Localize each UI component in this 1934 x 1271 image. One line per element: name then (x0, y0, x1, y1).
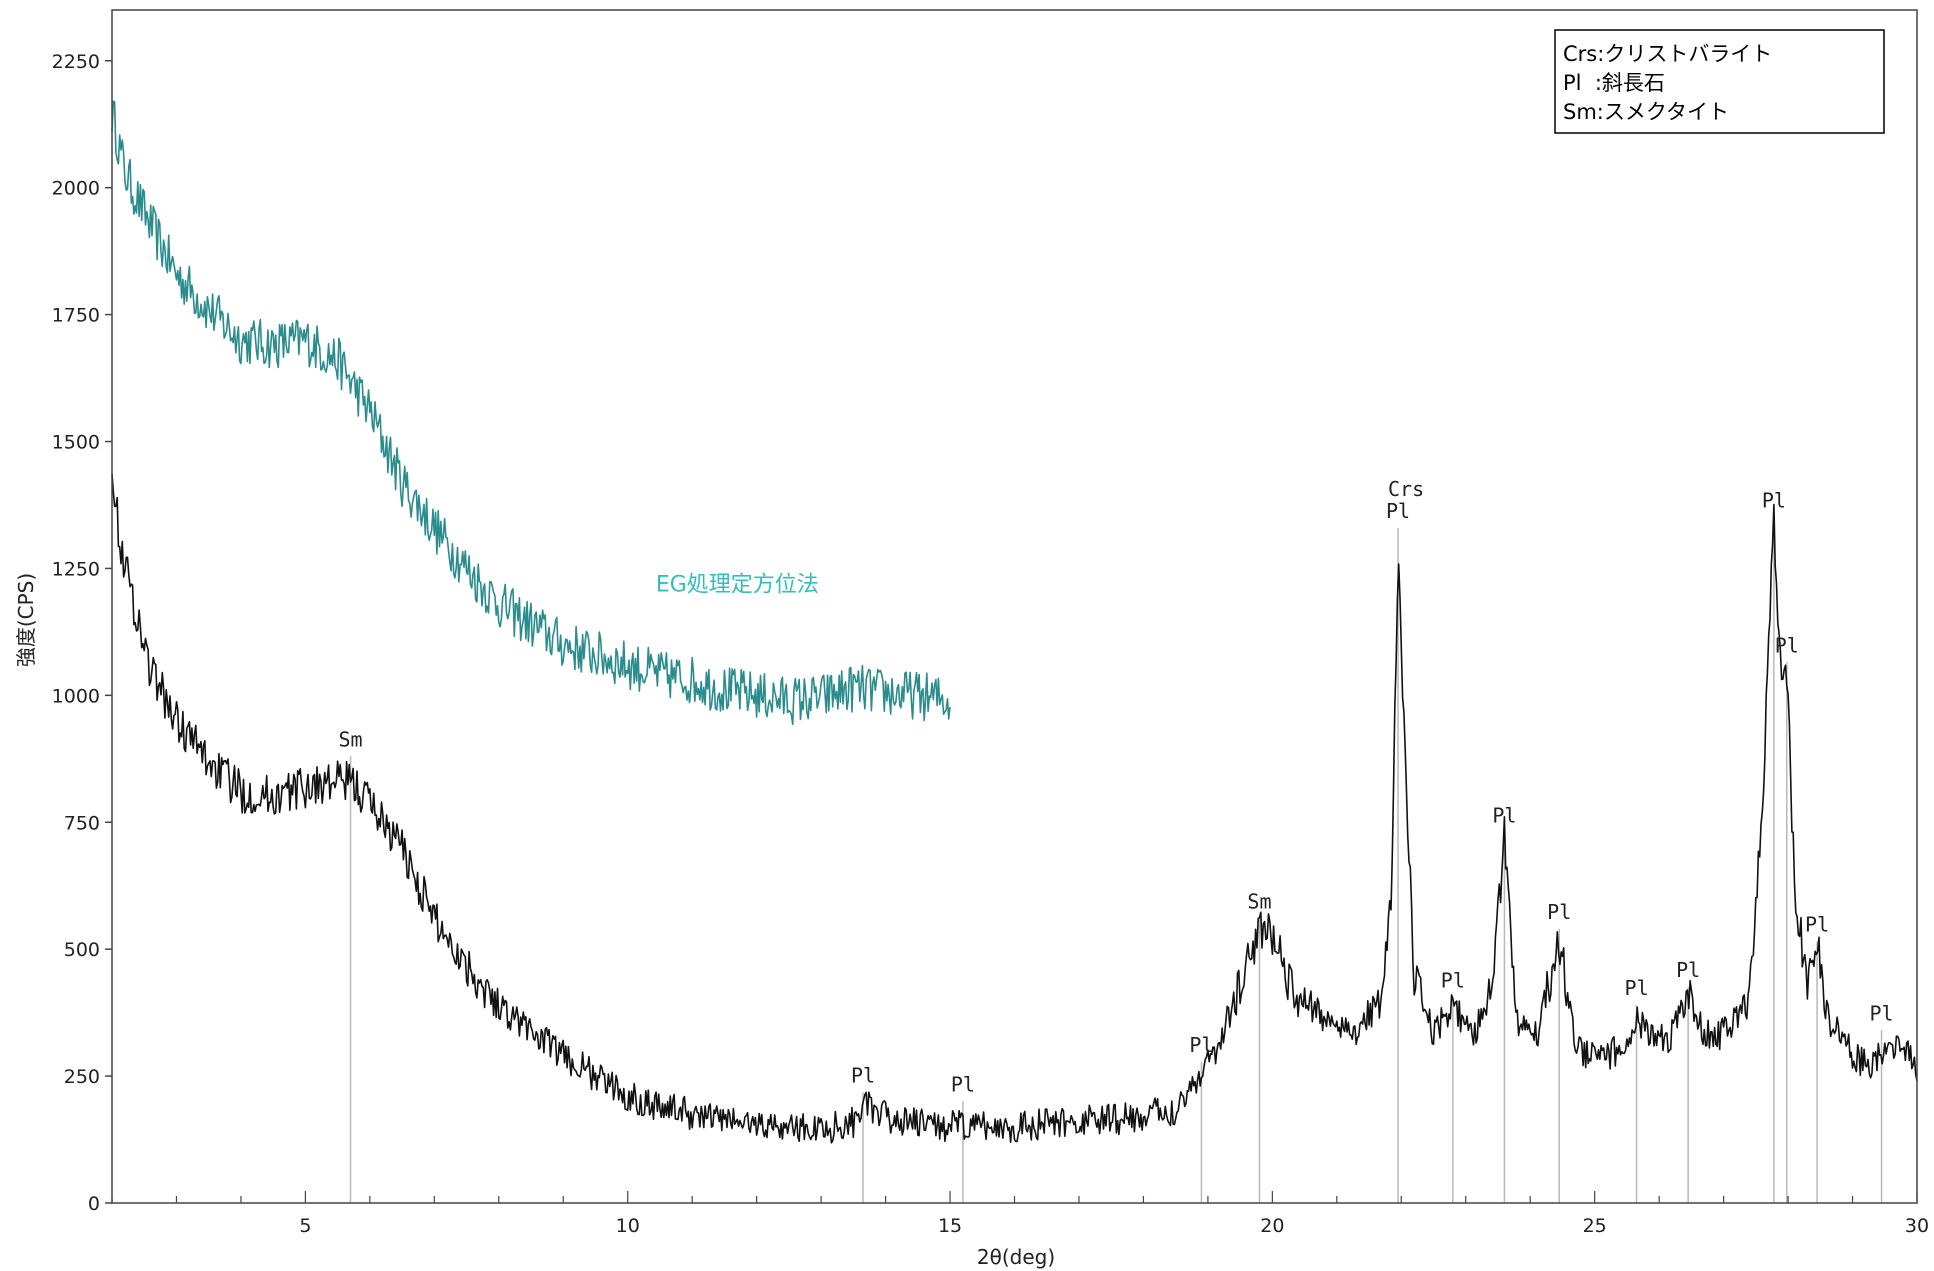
peak-label: Pl (1492, 803, 1516, 827)
peak-label: Pl (1625, 976, 1649, 1000)
series-line-1 (111, 473, 1918, 1144)
x-tick-label: 5 (299, 1215, 311, 1237)
x-tick-label: 20 (1260, 1215, 1284, 1237)
peak-label: Sm (1247, 890, 1271, 914)
peak-label: Pl (951, 1072, 975, 1096)
peak-label: Pl (1547, 900, 1571, 924)
peak-label: Pl (851, 1063, 875, 1087)
peak-label: Pl (1189, 1033, 1213, 1057)
peak-label: Pl (1386, 499, 1410, 523)
y-tick-label: 1250 (52, 558, 100, 580)
peak-label: Pl (1805, 913, 1829, 937)
series-line-0 (111, 100, 951, 726)
peak-label: Pl (1676, 958, 1700, 982)
x-tick-label: 30 (1905, 1215, 1929, 1237)
x-tick-label: 15 (938, 1215, 962, 1237)
series-label-eg: EG処理定方位法 (656, 572, 819, 597)
y-tick-label: 2000 (52, 178, 100, 200)
peak-label: Pl (1441, 968, 1465, 992)
axes: 0 250 500 750 1000 1250 1500 1750 2000 2250 5 10 15 2… (52, 9, 1929, 1237)
y-tick-label: 2250 (52, 51, 100, 73)
x-tick-label: 10 (616, 1215, 640, 1237)
legend-box (1554, 29, 1885, 134)
x-axis-label: 2θ(deg) (977, 1245, 1055, 1269)
y-tick-label: 250 (64, 1066, 100, 1088)
peak-label: Crs (1388, 477, 1424, 501)
legend-entry-pl: Pl :斜長石 (1563, 71, 1665, 95)
y-axis-label: 強度(CPS) (14, 573, 38, 667)
legend-entry-crs: Crs:クリストバライト (1563, 42, 1772, 66)
peak-label: Sm (338, 727, 362, 751)
series-lines (111, 100, 1918, 1144)
peak-label: Pl (1869, 1001, 1893, 1025)
legend-entry-sm: Sm:スメクタイト (1563, 100, 1729, 124)
y-tick-label: 0 (88, 1193, 100, 1215)
y-tick-label: 750 (64, 812, 100, 834)
y-tick-label: 1000 (52, 685, 100, 707)
peak-marker-bars (349, 517, 1883, 1203)
y-tick-label: 500 (64, 939, 100, 961)
x-tick-label: 25 (1583, 1215, 1607, 1237)
y-tick-label: 1500 (52, 432, 100, 454)
peak-label: Pl (1775, 633, 1799, 657)
y-tick-label: 1750 (52, 305, 100, 327)
legend: Crs:クリストバライト Pl :斜長石 Sm:スメクタイト (1554, 29, 1885, 134)
peak-label: Pl (1762, 489, 1786, 513)
